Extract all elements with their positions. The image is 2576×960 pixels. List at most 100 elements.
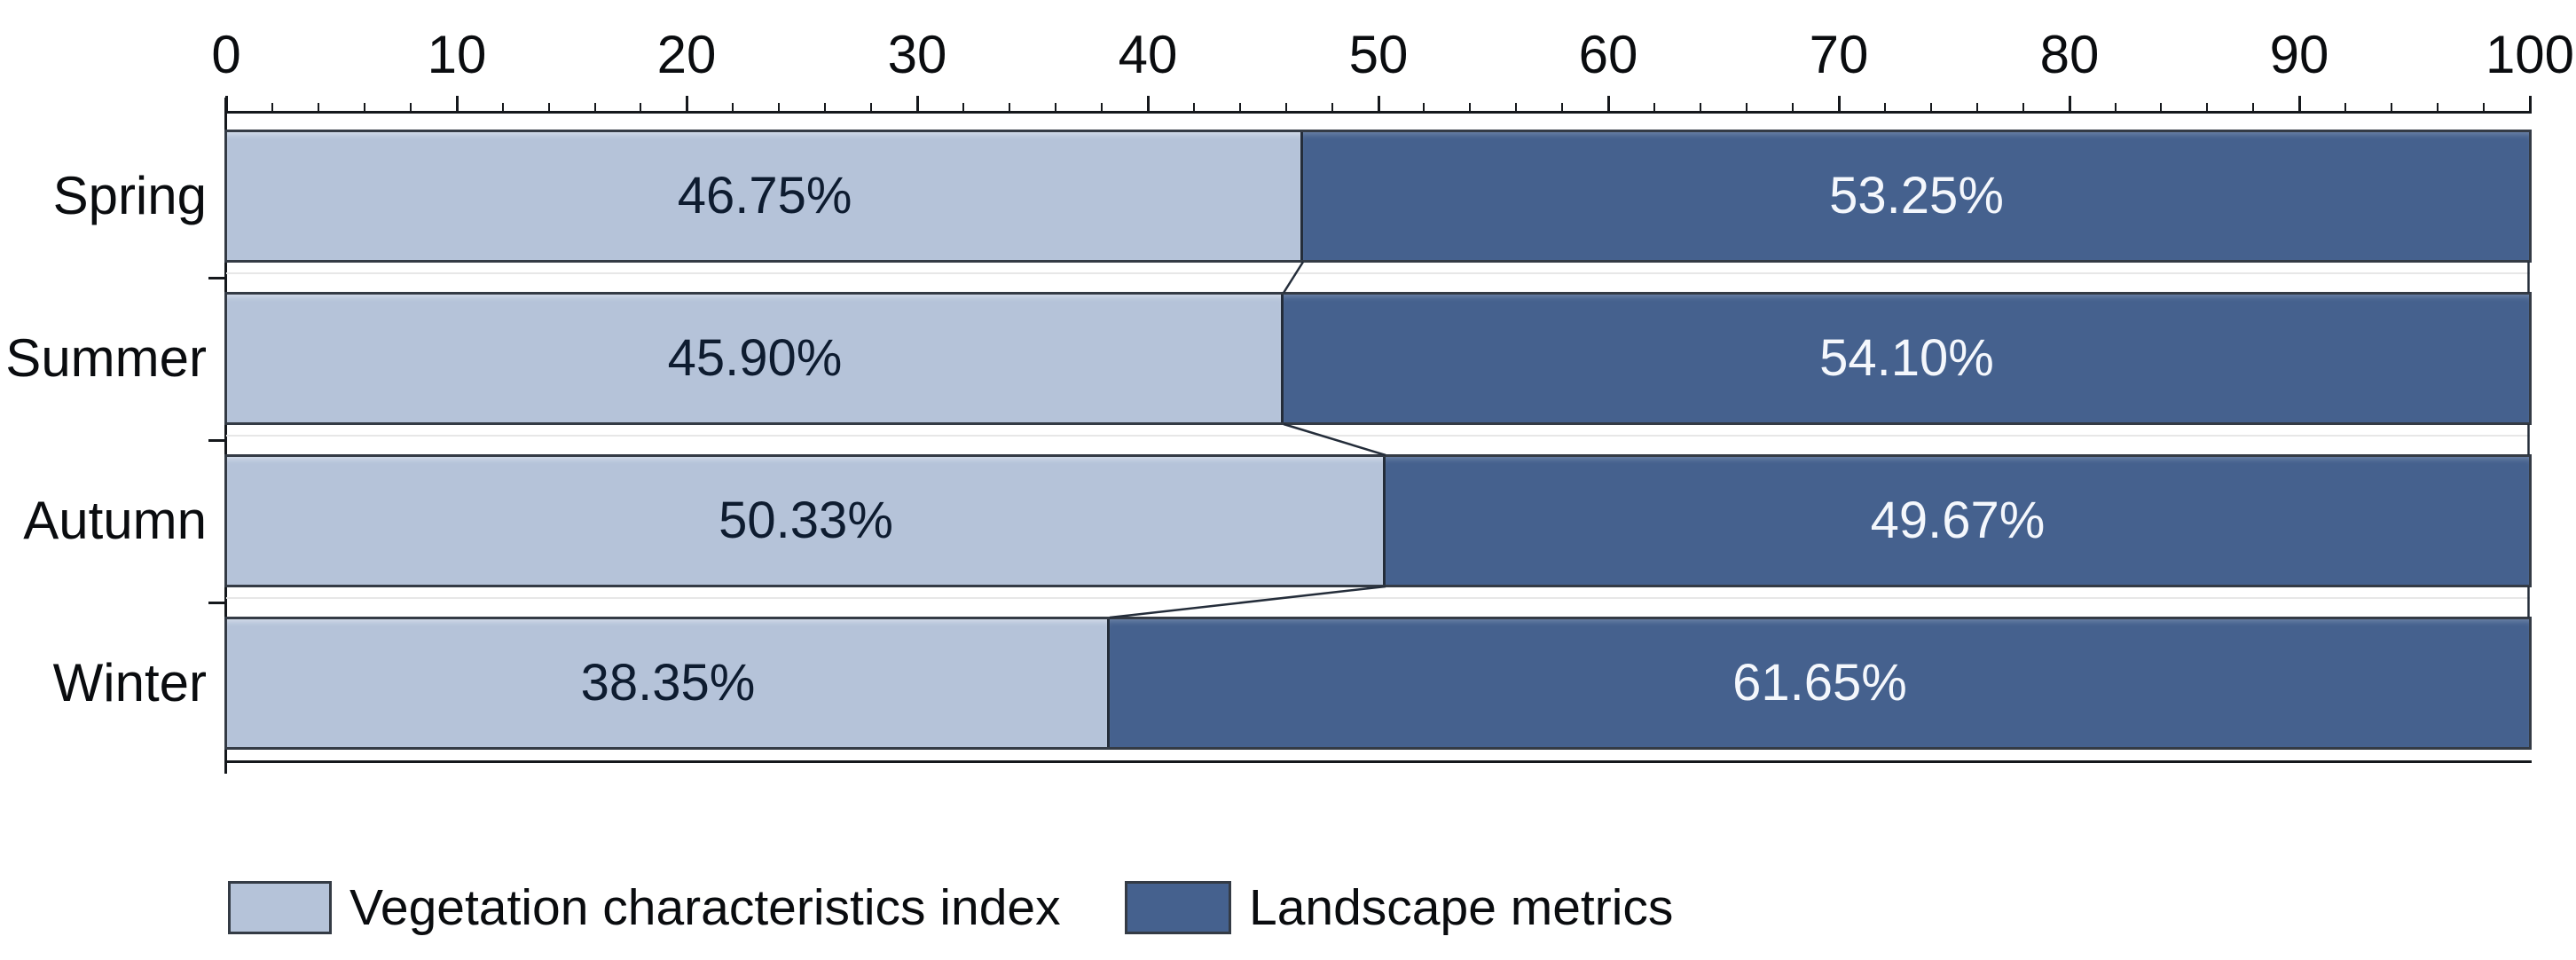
x-minor-tick xyxy=(962,103,964,111)
x-major-tick xyxy=(1607,96,1610,111)
x-major-tick xyxy=(1838,96,1841,111)
x-tick-label: 100 xyxy=(2485,25,2575,84)
y-category-tick xyxy=(208,601,224,604)
y-category-tick xyxy=(208,276,224,279)
x-axis-line-bottom xyxy=(224,760,2532,763)
x-tick-label: 10 xyxy=(427,25,487,84)
bar-label-vegetation: 45.90% xyxy=(667,329,843,387)
bar-label-vegetation: 46.75% xyxy=(677,167,852,224)
x-major-tick xyxy=(225,96,228,111)
x-minor-tick xyxy=(1515,103,1517,111)
connector-line xyxy=(1109,585,1386,619)
x-minor-tick xyxy=(2115,103,2117,111)
x-minor-tick xyxy=(1331,103,1333,111)
x-major-tick xyxy=(686,96,688,111)
x-minor-tick xyxy=(1976,103,1978,111)
bar-label-landscape: 61.65% xyxy=(1732,654,1907,712)
legend-swatch xyxy=(228,881,332,934)
bar-label-landscape: 49.67% xyxy=(1870,492,2046,549)
legend-item: Landscape metrics xyxy=(1125,878,1673,937)
category-label: Spring xyxy=(52,166,207,225)
bar-segment-landscape xyxy=(1303,132,2529,260)
x-minor-tick xyxy=(271,103,273,111)
legend-item: Vegetation characteristics index xyxy=(228,878,1061,937)
x-minor-tick xyxy=(1239,103,1241,111)
x-minor-tick xyxy=(1930,103,1932,111)
x-tick-label: 90 xyxy=(2269,25,2329,84)
legend-label: Landscape metrics xyxy=(1249,879,1674,936)
gap-faint-line xyxy=(226,272,2530,274)
x-minor-tick xyxy=(594,103,596,111)
x-major-tick xyxy=(916,96,919,111)
x-tick-label: 70 xyxy=(1809,25,1869,84)
x-minor-tick xyxy=(548,103,550,111)
x-major-tick xyxy=(2529,96,2532,111)
x-minor-tick xyxy=(778,103,780,111)
x-minor-tick xyxy=(1746,103,1747,111)
bar-label-vegetation: 50.33% xyxy=(719,492,893,549)
x-minor-tick xyxy=(1884,103,1886,111)
gap-faint-line xyxy=(226,597,2530,599)
x-minor-tick xyxy=(1792,103,1794,111)
bar-label-landscape: 53.25% xyxy=(1829,167,2004,224)
x-axis-line-top xyxy=(224,111,2532,114)
x-minor-tick xyxy=(1193,103,1195,111)
bar-row xyxy=(224,617,2532,750)
y-axis-line xyxy=(224,98,227,774)
x-minor-tick xyxy=(870,103,872,111)
category-label: Autumn xyxy=(23,491,207,550)
x-minor-tick xyxy=(1423,103,1425,111)
x-minor-tick xyxy=(2437,103,2439,111)
bar-segment-landscape xyxy=(1110,619,2529,747)
x-minor-tick xyxy=(364,103,365,111)
x-minor-tick xyxy=(1469,103,1471,111)
bar-segment-vegetation xyxy=(227,457,1386,585)
x-minor-tick xyxy=(1285,103,1287,111)
bar-row xyxy=(224,454,2532,587)
x-minor-tick xyxy=(2160,103,2162,111)
x-tick-label: 80 xyxy=(2039,25,2100,84)
connector-line xyxy=(1282,261,1305,294)
category-label: Summer xyxy=(5,328,207,388)
x-minor-tick xyxy=(824,103,826,111)
x-major-tick xyxy=(1378,96,1380,111)
x-minor-tick xyxy=(318,103,319,111)
x-minor-tick xyxy=(2022,103,2024,111)
bar-label-landscape: 54.10% xyxy=(1819,329,1994,387)
x-major-tick xyxy=(2298,96,2301,111)
category-label: Winter xyxy=(52,653,207,712)
x-minor-tick xyxy=(1055,103,1056,111)
x-major-tick xyxy=(2069,96,2071,111)
x-major-tick xyxy=(1147,96,1150,111)
x-minor-tick xyxy=(1561,103,1563,111)
bar-segment-landscape xyxy=(1386,457,2529,585)
bar-segment-vegetation xyxy=(227,132,1304,260)
bar-segment-vegetation xyxy=(227,295,1284,422)
x-major-tick xyxy=(456,96,459,111)
x-minor-tick xyxy=(410,103,412,111)
bar-segment-vegetation xyxy=(227,619,1111,747)
legend-swatch xyxy=(1125,881,1231,934)
connector-line xyxy=(1283,422,1386,457)
x-minor-tick xyxy=(1700,103,1701,111)
x-tick-label: 40 xyxy=(1118,25,1178,84)
x-minor-tick xyxy=(2206,103,2208,111)
bar-row xyxy=(224,130,2532,263)
x-tick-label: 20 xyxy=(656,25,717,84)
x-tick-label: 30 xyxy=(887,25,947,84)
x-tick-label: 50 xyxy=(1348,25,1409,84)
x-minor-tick xyxy=(2391,103,2392,111)
bar-segment-landscape xyxy=(1284,295,2529,422)
x-minor-tick xyxy=(1009,103,1010,111)
x-minor-tick xyxy=(640,103,641,111)
legend-label: Vegetation characteristics index xyxy=(349,879,1061,936)
x-minor-tick xyxy=(2252,103,2254,111)
x-minor-tick xyxy=(1653,103,1655,111)
x-minor-tick xyxy=(732,103,734,111)
x-minor-tick xyxy=(2344,103,2346,111)
x-minor-tick xyxy=(1101,103,1103,111)
x-minor-tick xyxy=(2483,103,2485,111)
x-minor-tick xyxy=(502,103,504,111)
